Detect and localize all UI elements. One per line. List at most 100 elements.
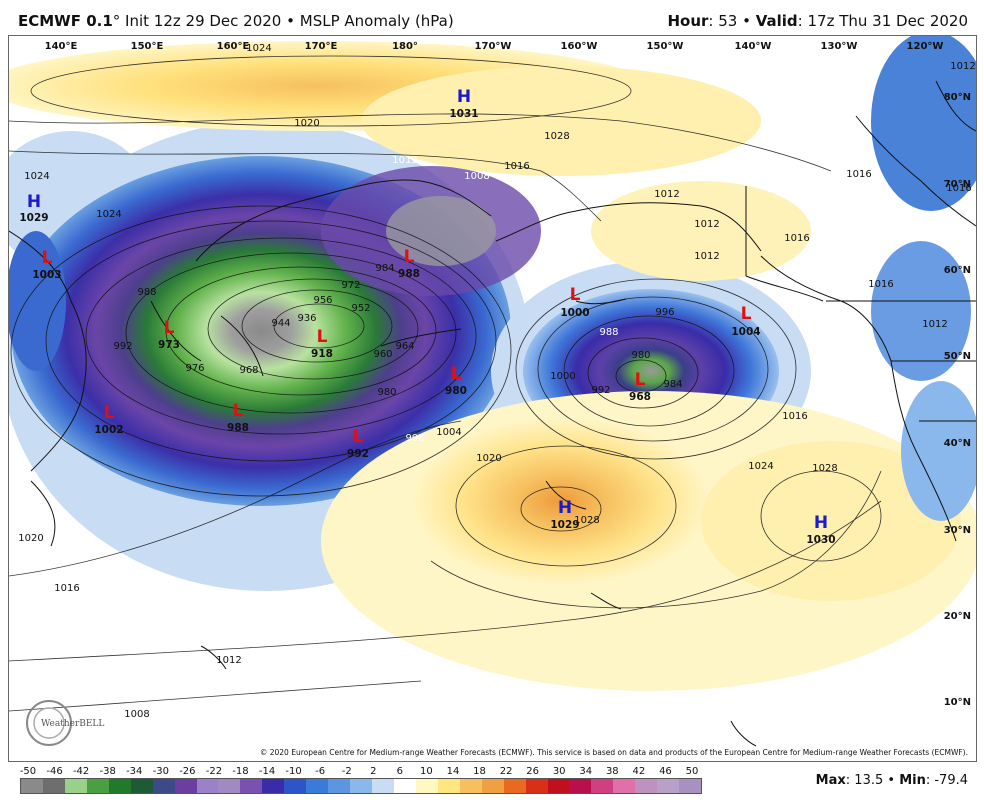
- colorbar-swatch: [108, 779, 131, 793]
- colorbar-swatch: [262, 779, 285, 793]
- isobar-label: 960: [373, 349, 392, 360]
- low-value: 988: [398, 268, 420, 280]
- isobar-label: 936: [297, 313, 316, 324]
- title-separator: •: [281, 12, 300, 30]
- colorbar-swatch: [218, 779, 241, 793]
- high-value: 1030: [806, 534, 835, 546]
- low-value: 988: [227, 422, 249, 434]
- colorbar-tick: -26: [179, 766, 196, 777]
- colorbar-tick: -46: [46, 766, 63, 777]
- colorbar-tick: 22: [499, 766, 513, 777]
- lon-label: 160°E: [217, 41, 250, 52]
- low-value: 1000: [560, 307, 589, 319]
- colorbar-tick: 14: [446, 766, 460, 777]
- valid-value: : 17z Thu 31 Dec 2020: [797, 12, 968, 30]
- colorbar-tick: 6: [396, 766, 404, 777]
- colorbar-tick: -50: [19, 766, 37, 777]
- lat-label: 60°N: [944, 265, 971, 276]
- colorbar-tick: 46: [659, 766, 672, 777]
- isobar-label: 1012: [654, 189, 679, 200]
- longitude-labels: 140°E 150°E 160°E 170°E 180° 170°W 160°W…: [45, 41, 944, 52]
- isobar-label: 1016: [782, 411, 807, 422]
- isobar-label: 992: [591, 385, 610, 396]
- colorbar-tick: -22: [205, 766, 223, 777]
- low-marker: L: [233, 401, 244, 421]
- isobar-label: 992: [113, 341, 132, 352]
- credit-text: © 2020 European Centre for Medium-range …: [260, 748, 968, 757]
- lat-label: 80°N: [944, 92, 971, 103]
- low-marker: L: [317, 327, 328, 347]
- lat-label: 10°N: [944, 697, 971, 708]
- min-value: : -79.4: [925, 773, 968, 788]
- isobar-label: 1012: [694, 251, 719, 262]
- isobars: [9, 55, 882, 712]
- lon-label: 170°W: [475, 41, 512, 52]
- isobar-label: 1012: [694, 219, 719, 230]
- isobar-label: 988: [599, 327, 618, 338]
- low-value: 1003: [32, 269, 61, 281]
- colorbar-tick: -10: [285, 766, 302, 777]
- logo-text: WeatherBELL: [41, 719, 104, 729]
- isobar-label: 1016: [846, 169, 871, 180]
- colorbar-swatch: [350, 779, 372, 793]
- max-label: Max: [815, 773, 846, 788]
- isobar-label: 1016: [868, 279, 893, 290]
- colorbar-swatch: [503, 779, 526, 793]
- colorbar-swatch: [591, 779, 614, 793]
- isobar-label: 964: [395, 341, 414, 352]
- lon-label: 140°W: [735, 41, 772, 52]
- low-value: 1002: [94, 424, 123, 436]
- max-value: : 13.5: [845, 773, 884, 788]
- low-marker: L: [42, 248, 53, 268]
- colorbar-tick: -18: [232, 766, 249, 777]
- isobar-label: 952: [351, 303, 370, 314]
- lat-label: 30°N: [944, 525, 971, 536]
- low-value: 918: [311, 348, 333, 360]
- colorbar-tick: -34: [126, 766, 143, 777]
- colorbar-swatch: [459, 779, 482, 793]
- lon-label: 180°: [392, 41, 418, 52]
- low-marker: L: [164, 318, 175, 338]
- colorbar-swatch: [240, 779, 263, 793]
- isobar-label: 1024: [24, 171, 49, 182]
- weatherbell-logo: WeatherBELL: [26, 700, 104, 746]
- isobar-label: 1008: [124, 709, 149, 720]
- map-canvas[interactable]: 140°E 150°E 160°E 170°E 180° 170°W 160°W…: [9, 36, 976, 761]
- colorbar-swatch: [372, 779, 394, 793]
- colorbar-swatch: [481, 779, 504, 793]
- colorbar-swatch: [42, 779, 65, 793]
- low-value: 1004: [731, 326, 760, 338]
- lon-label: 150°W: [647, 41, 684, 52]
- isobar-label: 1024: [96, 209, 121, 220]
- colorbar: [20, 778, 702, 794]
- isobar-label: 1004: [436, 427, 461, 438]
- isobar-label: 1020: [294, 118, 319, 129]
- high-marker: H: [814, 513, 828, 533]
- colorbar-swatch: [130, 779, 153, 793]
- isobar-label: 1000: [550, 371, 575, 382]
- pressure-centers: H 1031 H 1029 L 1003 L 988 L 973 L 918 L…: [19, 87, 835, 546]
- colorbar-swatch: [657, 779, 680, 793]
- colorbar-swatch: [415, 779, 438, 793]
- isobar-label: 1008: [464, 171, 489, 182]
- isobar-label: 1028: [574, 515, 599, 526]
- map-panel[interactable]: 140°E 150°E 160°E 170°E 180° 170°W 160°W…: [8, 35, 977, 762]
- field-name: MSLP Anomaly (hPa): [299, 12, 454, 30]
- colorbar-swatch: [152, 779, 175, 793]
- colorbar-swatch: [64, 779, 87, 793]
- colorbar-tick: 34: [579, 766, 593, 777]
- isobar-label: 976: [185, 363, 204, 374]
- isobar-label: 984: [375, 263, 394, 274]
- isobar-label: 1024: [748, 461, 773, 472]
- max-min-stats: Max: 13.5 • Min: -79.4: [816, 773, 968, 788]
- isobar-label: 984: [663, 379, 682, 390]
- colorbar-tick: -14: [258, 766, 276, 777]
- isobar-label: 944: [271, 318, 290, 329]
- colorbar-tick-labels: -50 -46 -42 -38 -34 -30 -26 -22 -18 -14 -10 -6 -2 2 6 1…: [20, 766, 700, 778]
- high-value: 1029: [550, 519, 579, 531]
- low-value: 968: [629, 391, 651, 403]
- high-marker: H: [27, 192, 41, 212]
- colorbar-tick: 26: [526, 766, 539, 777]
- low-marker: L: [635, 370, 646, 390]
- isobar-label: 996: [655, 307, 674, 318]
